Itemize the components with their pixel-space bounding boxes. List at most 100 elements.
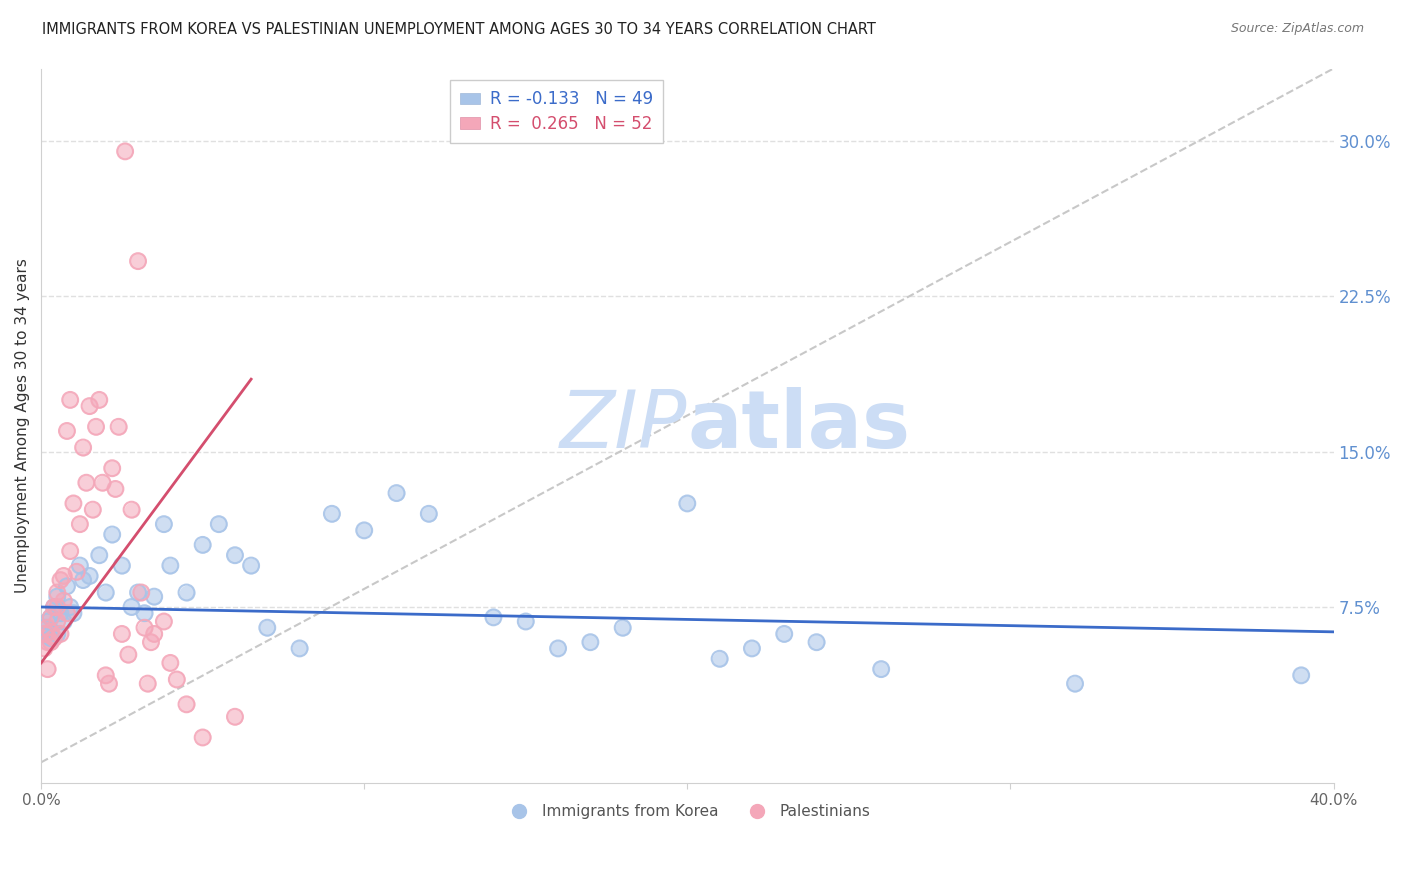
Point	[59, 392, 82, 407]
Point	[42, 599, 65, 614]
Point	[37, 615, 59, 629]
Point	[52, 615, 75, 629]
Point	[52, 594, 75, 608]
Point	[104, 482, 127, 496]
Point	[59, 599, 82, 614]
Point	[101, 527, 124, 541]
Point	[34, 627, 56, 641]
Point	[69, 558, 91, 573]
Point	[159, 558, 181, 573]
Point	[153, 615, 176, 629]
Point	[39, 610, 62, 624]
Point	[159, 656, 181, 670]
Point	[176, 585, 198, 599]
Point	[89, 392, 111, 407]
Point	[56, 579, 79, 593]
Point	[1064, 676, 1087, 690]
Point	[127, 585, 149, 599]
Point	[94, 585, 117, 599]
Point	[1289, 668, 1312, 682]
Point	[59, 544, 82, 558]
Point	[127, 254, 149, 268]
Point	[52, 594, 75, 608]
Point	[42, 599, 65, 614]
Point	[72, 441, 94, 455]
Text: atlas: atlas	[688, 387, 911, 465]
Point	[62, 606, 84, 620]
Point	[418, 507, 440, 521]
Point	[56, 424, 79, 438]
Point	[42, 599, 65, 614]
Point	[482, 610, 505, 624]
Point	[52, 569, 75, 583]
Point	[34, 627, 56, 641]
Point	[69, 558, 91, 573]
Point	[515, 615, 537, 629]
Point	[62, 606, 84, 620]
Point	[121, 599, 143, 614]
Point	[579, 635, 602, 649]
Point	[256, 621, 278, 635]
Point	[39, 610, 62, 624]
Point	[107, 419, 129, 434]
Point	[101, 527, 124, 541]
Point	[134, 621, 156, 635]
Point	[37, 621, 59, 635]
Point	[46, 627, 69, 641]
Point	[56, 606, 79, 620]
Point	[806, 635, 828, 649]
Point	[52, 615, 75, 629]
Point	[59, 544, 82, 558]
Point	[139, 635, 162, 649]
Point	[515, 615, 537, 629]
Point	[191, 731, 214, 745]
Point	[42, 631, 65, 645]
Point	[49, 606, 72, 620]
Point	[101, 461, 124, 475]
Point	[321, 507, 343, 521]
Point	[111, 558, 134, 573]
Point	[49, 606, 72, 620]
Point	[49, 627, 72, 641]
Point	[191, 538, 214, 552]
Point	[709, 652, 731, 666]
Point	[121, 502, 143, 516]
Point	[134, 606, 156, 620]
Point	[89, 548, 111, 562]
Point	[321, 507, 343, 521]
Point	[143, 590, 166, 604]
Point	[75, 475, 97, 490]
Point	[62, 496, 84, 510]
Point	[870, 662, 893, 676]
Point	[176, 698, 198, 712]
Point	[46, 615, 69, 629]
Point	[741, 641, 763, 656]
Point	[89, 392, 111, 407]
Point	[97, 676, 120, 690]
Point	[579, 635, 602, 649]
Point	[121, 599, 143, 614]
Point	[62, 496, 84, 510]
Point	[166, 673, 188, 687]
Point	[127, 585, 149, 599]
Point	[385, 486, 408, 500]
Point	[153, 517, 176, 532]
Point	[37, 635, 59, 649]
Point	[46, 615, 69, 629]
Point	[240, 558, 263, 573]
Point	[52, 569, 75, 583]
Point	[191, 538, 214, 552]
Point	[134, 621, 156, 635]
Point	[46, 599, 69, 614]
Point	[39, 610, 62, 624]
Point	[89, 548, 111, 562]
Point	[46, 585, 69, 599]
Text: IMMIGRANTS FROM KOREA VS PALESTINIAN UNEMPLOYMENT AMONG AGES 30 TO 34 YEARS CORR: IMMIGRANTS FROM KOREA VS PALESTINIAN UNE…	[42, 22, 876, 37]
Point	[59, 599, 82, 614]
Point	[612, 621, 634, 635]
Point	[224, 548, 246, 562]
Point	[136, 676, 159, 690]
Point	[418, 507, 440, 521]
Point	[176, 585, 198, 599]
Point	[46, 590, 69, 604]
